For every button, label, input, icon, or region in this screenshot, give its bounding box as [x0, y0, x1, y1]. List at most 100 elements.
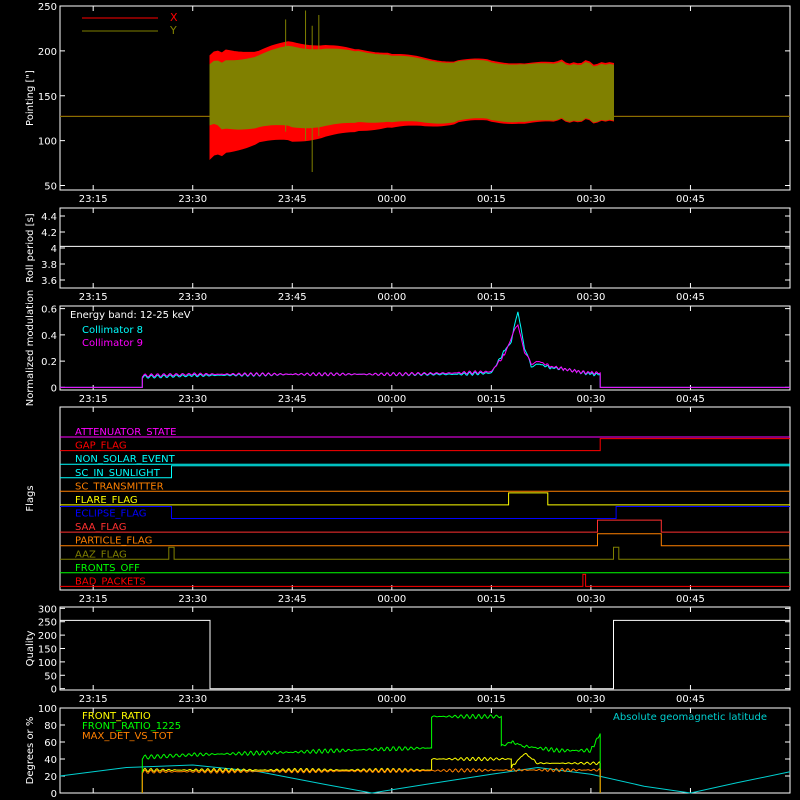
pointing-series-Y [60, 45, 790, 130]
y-axis-label: Normalized modulation [25, 290, 36, 407]
flag-trace [60, 492, 790, 506]
modulation-panel: 23:15 23:30 23:45 00:00 00:15 00:30 00:45 Norma… [25, 290, 791, 407]
x-tick-label: 00:15 [477, 694, 506, 705]
flag-trace [60, 519, 790, 533]
y-tick-label: 60 [44, 738, 57, 749]
x-tick-label: 23:15 [79, 292, 108, 303]
legend-label-X: X [170, 11, 178, 24]
flag-saa_flag: SAA_FLAG [60, 519, 790, 533]
x-tick-label: 23:30 [178, 394, 207, 405]
geomagnetic-latitude-line [59, 764, 791, 794]
x-tick-label: 00:15 [477, 594, 506, 605]
x-tick-label: 00:30 [576, 292, 605, 303]
y-tick-label: 150 [38, 92, 57, 103]
x-tick-label: 00:00 [377, 694, 406, 705]
y-tick-label: 0 [51, 789, 57, 800]
y-tick-label: 3.8 [41, 260, 57, 271]
y-tick-label: 4 [51, 244, 57, 255]
x-tick-label: 23:30 [178, 694, 207, 705]
x-tick-label: 00:00 [377, 194, 406, 205]
x-tick-label: 00:45 [676, 394, 705, 405]
quality-line [60, 619, 790, 690]
flag-gap_flag: GAP_FLAG [60, 438, 790, 452]
flag-label: ECLIPSE_FLAG [75, 509, 146, 520]
x-tick-label: 00:15 [477, 394, 506, 405]
flags-frame [59, 406, 791, 591]
y-tick-label: 250 [38, 2, 57, 13]
x-tick-label: 23:15 [79, 394, 108, 405]
y-tick-label: 0 [51, 685, 57, 696]
flag-attenuator_state: ATTENUATOR_STATE [60, 427, 790, 438]
x-tick-label: 00:00 [377, 594, 406, 605]
x-tick-label: 23:30 [178, 292, 207, 303]
roll-panel: 23:15 23:30 23:45 00:00 00:15 00:30 00:45 Roll … [25, 207, 791, 303]
x-tick-label: 00:45 [676, 694, 705, 705]
ratio-series-1 [141, 752, 601, 793]
x-tick-label: 23:30 [178, 194, 207, 205]
x-tick-label: 00:30 [576, 394, 605, 405]
flag-fronts_off: FRONTS_OFF [60, 563, 790, 574]
y-axis-label: Quality [25, 631, 36, 667]
y-axis-label: Degrees or % [25, 717, 36, 785]
x-tick-label: 23:15 [79, 694, 108, 705]
x-tick-label: 00:45 [676, 194, 705, 205]
modulation-frame [59, 305, 791, 391]
y-tick-label: 300 [38, 604, 57, 615]
flag-trace [60, 573, 790, 587]
legend-label-Y: Y [169, 24, 177, 37]
flag-label: FLARE_FLAG [75, 495, 138, 506]
x-tick-label: 00:30 [576, 194, 605, 205]
y-tick-label: 0 [51, 383, 57, 394]
flag-label: GAP_FLAG [75, 441, 127, 452]
x-tick-label: 23:30 [178, 594, 207, 605]
x-tick-label: 00:45 [676, 292, 705, 303]
flag-eclipse_flag: ECLIPSE_FLAG [60, 506, 790, 520]
legend-label: MAX_DET_VS_TOT [82, 731, 174, 742]
y-tick-label: 20 [44, 772, 57, 783]
flag-label: SC_IN_SUNLIGHT [75, 468, 161, 479]
y-tick-label: 80 [44, 721, 57, 732]
y-tick-label: 0.4 [41, 331, 57, 342]
x-tick-label: 00:00 [377, 394, 406, 405]
x-tick-label: 23:15 [79, 194, 108, 205]
flag-label: SC_TRANSMITTER [75, 481, 164, 492]
flag-trace [60, 546, 790, 560]
quality-frame [59, 606, 791, 691]
y-tick-label: 250 [38, 618, 57, 629]
flag-label: BAD_PACKETS [75, 576, 146, 587]
y-tick-label: 200 [38, 47, 57, 58]
flag-trace [60, 465, 790, 479]
y-tick-label: 50 [44, 671, 57, 682]
y-tick-label: 4.4 [41, 212, 57, 223]
y-tick-label: 40 [44, 755, 57, 766]
flag-label: PARTICLE_FLAG [75, 536, 152, 547]
y-tick-label: 100 [38, 704, 57, 715]
y-tick-label: 200 [38, 631, 57, 642]
legend-label: FRONT_RATIO [82, 711, 151, 722]
flag-label: SAA_FLAG [75, 522, 126, 533]
flag-bad_packets: BAD_PACKETS [60, 573, 790, 587]
flag-non_solar_event: NON_SOLAR_EVENT [60, 454, 790, 465]
flag-trace [60, 438, 790, 452]
x-tick-label: 23:45 [278, 194, 307, 205]
y-tick-label: 50 [44, 182, 57, 193]
ratios-frame [59, 707, 791, 794]
ratio-series-2 [141, 713, 601, 793]
ratio-series-3 [141, 767, 601, 793]
x-tick-label: 23:15 [79, 594, 108, 605]
flag-sc_transmitter: SC_TRANSMITTER [60, 481, 790, 492]
flag-label: NON_SOLAR_EVENT [75, 454, 176, 465]
y-tick-label: 150 [38, 645, 57, 656]
flag-aaz_flag: AAZ_FLAG [60, 546, 790, 560]
y-axis-label: Flags [25, 485, 36, 511]
flag-trace [60, 533, 790, 547]
y-axis-label: Roll period [s] [25, 213, 36, 282]
legend-title: Energy band: 12-25 keV [70, 310, 191, 321]
flag-label: AAZ_FLAG [75, 549, 127, 560]
x-tick-label: 00:00 [377, 292, 406, 303]
y-tick-label: 100 [38, 658, 57, 669]
flag-particle_flag: PARTICLE_FLAG [60, 533, 790, 547]
legend-label: Collimator 9 [82, 338, 143, 349]
x-tick-label: 00:15 [477, 194, 506, 205]
modulation-series-2 [60, 323, 790, 388]
